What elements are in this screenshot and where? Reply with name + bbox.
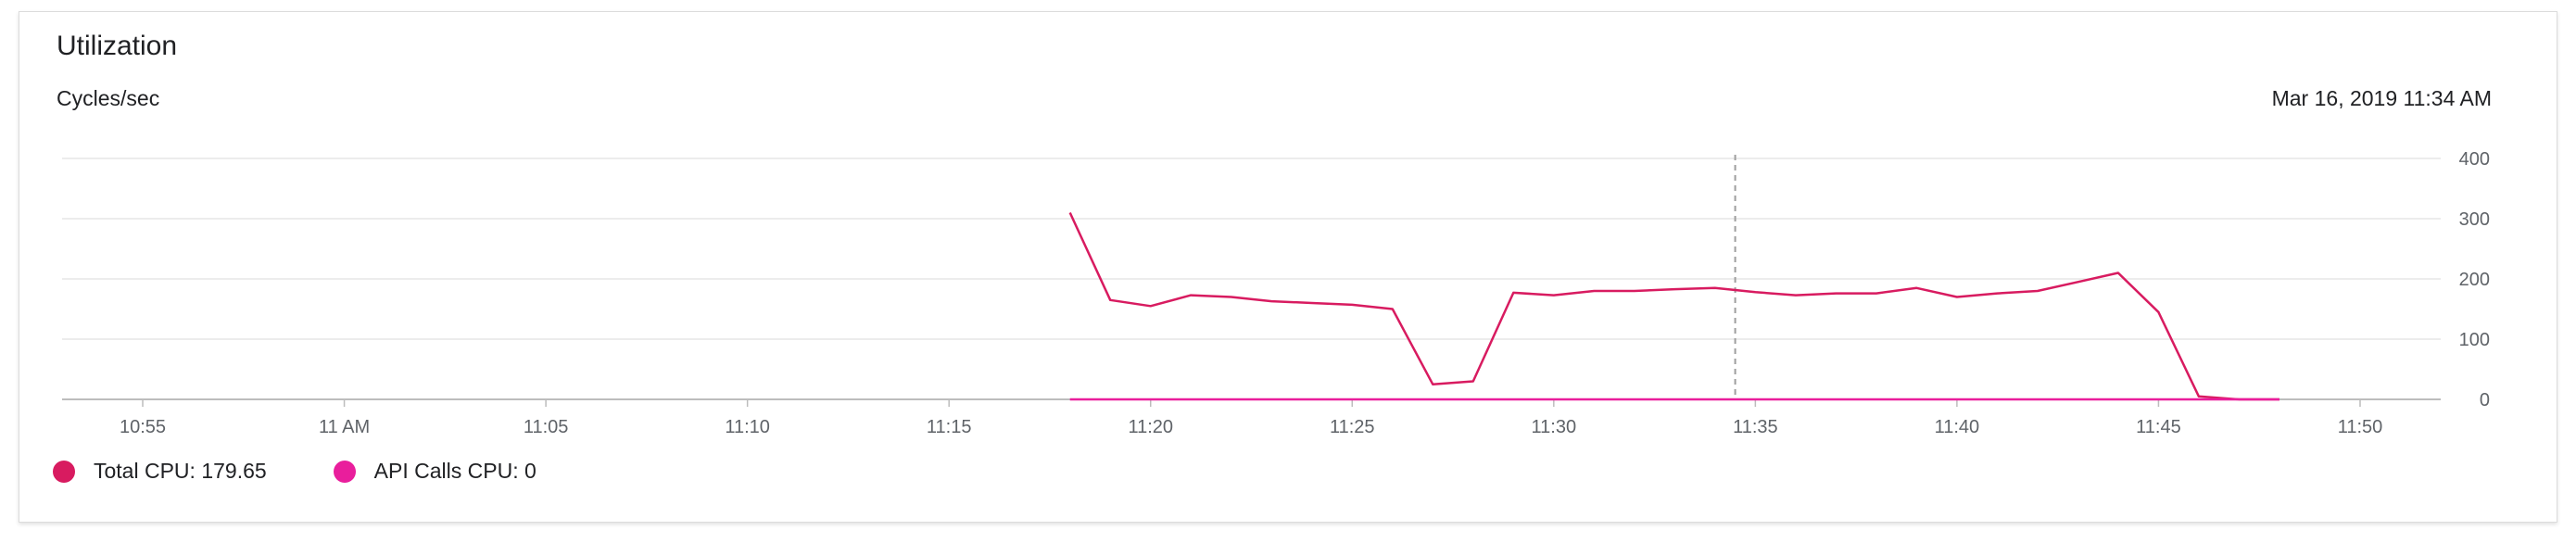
chart-legend: Total CPU: 179.65 API Calls CPU: 0: [53, 459, 603, 484]
x-tick-label: 11:45: [2136, 417, 2181, 437]
x-tick-label: 11:40: [1935, 417, 1980, 437]
x-tick-label: 11:05: [524, 417, 569, 437]
utilization-chart[interactable]: 0 100 200 300 400 10:55 11 AM 11:05 11:10 11:15 11…: [19, 12, 2558, 524]
hover-timestamp: Mar 16, 2019 11:34 AM: [2271, 86, 2492, 110]
x-tick-label: 10:55: [120, 417, 166, 437]
y-tick-label: 200: [2459, 270, 2490, 290]
x-tick-label: 11:35: [1733, 417, 1778, 437]
y-tick-label: 100: [2459, 330, 2490, 350]
utilization-card: Utilization Cycles/sec Mar 16, 2019 11:3…: [19, 11, 2557, 523]
x-tick-label: 11:10: [725, 417, 770, 437]
y-tick-label: 400: [2459, 149, 2490, 170]
y-tick-label: 300: [2459, 209, 2490, 230]
legend-label-api-calls-cpu: API Calls CPU: 0: [373, 459, 537, 483]
legend-marker-total-cpu: [53, 460, 75, 483]
x-tick-label: 11:25: [1330, 417, 1375, 437]
legend-label-total-cpu: Total CPU: 179.65: [94, 459, 267, 483]
card-title: Utilization: [57, 31, 178, 61]
series-line-total-cpu: [1068, 211, 2279, 401]
y-tick-label: 0: [2480, 390, 2490, 410]
legend-item-api-calls-cpu[interactable]: API Calls CPU: 0: [333, 459, 537, 484]
x-tick-label: 11:30: [1532, 417, 1577, 437]
x-tick-label: 11:20: [1128, 417, 1173, 437]
legend-item-total-cpu[interactable]: Total CPU: 179.65: [53, 459, 267, 484]
x-tick-label: 11:15: [927, 417, 972, 437]
x-tick-label: 11 AM: [319, 417, 370, 437]
legend-marker-api-calls-cpu: [333, 460, 356, 483]
x-tick-label: 11:50: [2338, 417, 2383, 437]
y-axis-unit-label: Cycles/sec: [57, 86, 160, 110]
